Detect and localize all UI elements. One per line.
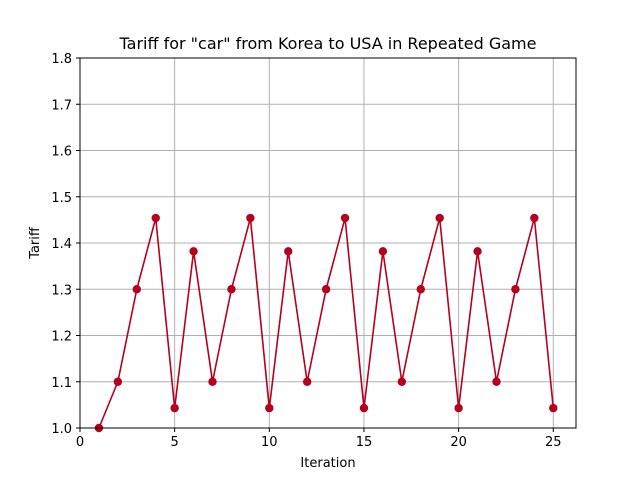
x-axis-label: Iteration (300, 456, 355, 471)
data-point (321, 285, 331, 294)
data-point (549, 403, 558, 413)
grid (79, 57, 576, 429)
data-point (302, 377, 312, 386)
data-point (340, 213, 350, 223)
data-point (397, 377, 407, 386)
y-tick-label: 1.8 (51, 52, 72, 67)
data-point (132, 285, 141, 294)
x-tick-label: 20 (450, 435, 467, 450)
data-point (435, 213, 444, 223)
x-tick-label: 15 (356, 435, 373, 450)
data-point (189, 247, 198, 256)
data-point (265, 403, 274, 413)
data-point (208, 377, 217, 386)
y-tick-label: 1.0 (51, 422, 72, 437)
y-tick-label: 1.7 (51, 98, 72, 113)
y-tick-label: 1.1 (51, 376, 72, 391)
data-point (530, 213, 539, 223)
x-tick-label: 25 (545, 435, 562, 450)
plot-frame (79, 57, 577, 429)
data-point (454, 403, 463, 413)
data-point (416, 285, 425, 294)
x-tick-label: 5 (171, 435, 179, 450)
series-line (98, 217, 555, 429)
data-point (170, 403, 179, 413)
data-point (359, 403, 369, 413)
y-tick-label: 1.5 (51, 191, 72, 206)
data-point (284, 247, 293, 256)
y-axis-label: Tariff (28, 226, 43, 260)
y-tick-label: 1.6 (51, 145, 72, 160)
series-layer (94, 213, 558, 433)
chart-title: Tariff for "car" from Korea to USA in Re… (119, 34, 537, 53)
y-tick-label: 1.2 (51, 330, 72, 345)
data-point (151, 213, 160, 223)
data-point (473, 247, 482, 256)
x-tick-label: 10 (261, 435, 278, 450)
data-point (511, 285, 520, 294)
data-point (492, 377, 501, 386)
y-tick-label: 1.4 (51, 237, 72, 252)
data-point (113, 377, 123, 386)
data-point (246, 213, 255, 223)
y-tick-label: 1.3 (51, 283, 72, 298)
data-point (227, 285, 236, 294)
data-point (378, 247, 388, 256)
axis-ticks: 0 5 10 15 20 25 1.0 1.1 1.2 1.3 1.4 1.5 1.6 1.7 1.8 (51, 52, 561, 450)
x-tick-label: 0 (76, 435, 84, 450)
